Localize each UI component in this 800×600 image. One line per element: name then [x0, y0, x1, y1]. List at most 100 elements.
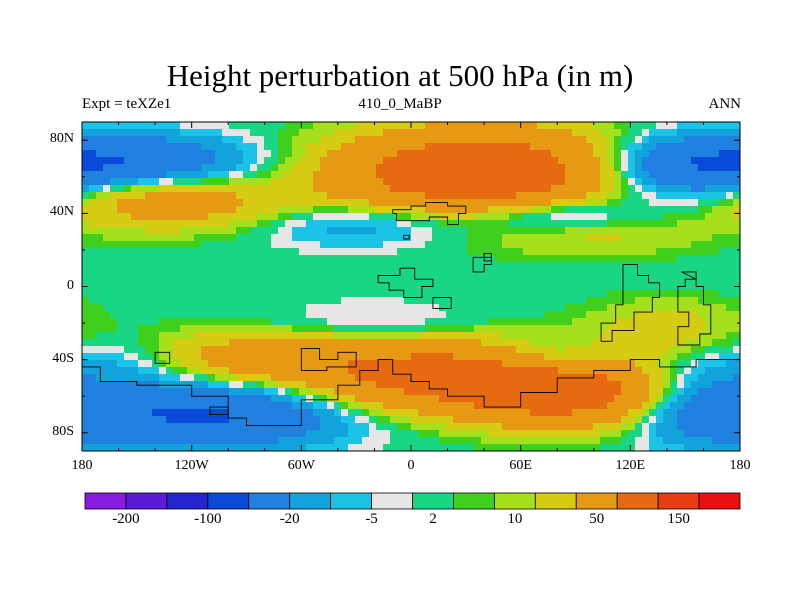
field-cell [474, 220, 482, 228]
field-cell [383, 290, 391, 298]
field-cell [677, 339, 685, 347]
field-cell [628, 213, 636, 221]
field-cell [159, 241, 167, 249]
field-cell [593, 248, 601, 256]
field-cell [579, 332, 587, 340]
field-cell [446, 437, 454, 445]
field-cell [173, 234, 181, 242]
field-cell [341, 409, 349, 417]
field-cell [390, 381, 398, 389]
field-cell [719, 276, 727, 284]
field-cell [362, 297, 370, 305]
field-cell [572, 388, 580, 396]
field-cell [313, 290, 321, 298]
field-cell [264, 164, 272, 172]
field-cell [138, 122, 146, 130]
field-cell [376, 409, 384, 417]
field-cell [481, 192, 489, 200]
field-cell [558, 136, 566, 144]
field-cell [712, 136, 720, 144]
field-cell [600, 297, 608, 305]
field-cell [628, 444, 636, 451]
field-cell [187, 213, 195, 221]
field-cell [558, 255, 566, 263]
field-cell [390, 339, 398, 347]
field-cell [96, 136, 104, 144]
field-cell [222, 297, 230, 305]
field-cell [726, 164, 734, 172]
field-cell [726, 444, 734, 451]
field-cell [628, 367, 636, 375]
coastline-outline [300, 348, 357, 372]
field-cell [551, 360, 559, 368]
field-cell [194, 227, 202, 235]
field-cell [152, 269, 160, 277]
field-cell [250, 360, 258, 368]
field-cell [439, 304, 447, 312]
field-cell [117, 374, 125, 382]
field-cell [376, 241, 384, 249]
field-cell [614, 262, 622, 270]
field-cell [257, 444, 265, 451]
field-cell [383, 388, 391, 396]
field-cell [530, 157, 538, 165]
field-cell [145, 318, 153, 326]
field-cell [313, 150, 321, 158]
field-cell [635, 129, 643, 137]
field-cell [264, 437, 272, 445]
field-cell [306, 437, 314, 445]
field-cell [320, 346, 328, 354]
field-cell [558, 290, 566, 298]
field-cell [110, 374, 118, 382]
field-cell [663, 318, 671, 326]
field-cell [383, 199, 391, 207]
field-cell [530, 276, 538, 284]
field-cell [691, 171, 699, 179]
field-cell [649, 297, 657, 305]
field-cell [726, 192, 734, 200]
field-cell [236, 129, 244, 137]
field-cell [663, 143, 671, 151]
field-cell [684, 353, 692, 361]
field-cell [299, 248, 307, 256]
field-cell [467, 241, 475, 249]
field-cell [502, 255, 510, 263]
field-cell [474, 157, 482, 165]
field-cell [362, 283, 370, 291]
field-cell [208, 241, 216, 249]
field-cell [82, 409, 90, 417]
field-cell [299, 395, 307, 403]
field-cell [299, 136, 307, 144]
field-cell [565, 332, 573, 340]
field-cell [467, 136, 475, 144]
field-cell [579, 199, 587, 207]
field-cell [362, 157, 370, 165]
field-cell [635, 157, 643, 165]
field-cell [537, 185, 545, 193]
field-cell [446, 150, 454, 158]
field-cell [369, 122, 377, 130]
field-cell [341, 227, 349, 235]
field-cell [453, 430, 461, 438]
field-cell [82, 199, 90, 207]
field-cell [131, 339, 139, 347]
field-cell [551, 255, 559, 263]
field-cell [369, 255, 377, 263]
field-cell [733, 325, 740, 333]
field-cell [726, 297, 734, 305]
field-cell [530, 269, 538, 277]
field-cell [453, 339, 461, 347]
field-cell [691, 122, 699, 130]
field-cell [670, 416, 678, 424]
field-cell [656, 437, 664, 445]
field-cell [635, 381, 643, 389]
field-cell [614, 157, 622, 165]
field-cell [418, 339, 426, 347]
field-cell [558, 171, 566, 179]
field-cell [89, 192, 97, 200]
field-cell [243, 290, 251, 298]
field-cell [285, 220, 293, 228]
field-cell [173, 374, 181, 382]
field-cell [467, 206, 475, 214]
field-cell [278, 206, 286, 214]
